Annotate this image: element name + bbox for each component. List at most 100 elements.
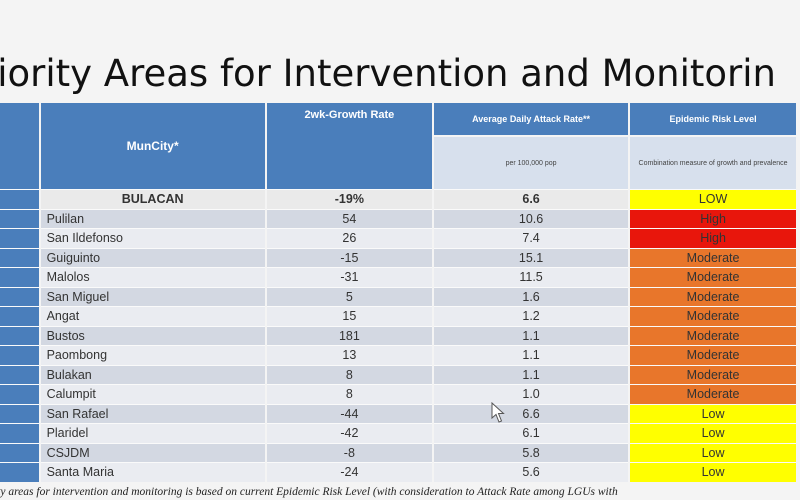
attack-rate-cell: 15.1 [434, 247, 629, 267]
risk-level-cell: Moderate [630, 364, 796, 384]
mouse-pointer-icon [491, 402, 505, 423]
row-band-cell [0, 442, 39, 462]
table-row: Plaridel -42 6.1 Low [0, 423, 796, 443]
growth-rate-cell: -31 [266, 267, 433, 287]
table-row: Angat 15 1.2 Moderate [0, 306, 796, 326]
attack-rate-cell: 10.6 [434, 208, 629, 228]
attack-rate-cell: 1.1 [434, 325, 629, 345]
attack-rate-cell: 1.1 [434, 345, 629, 365]
row-band-header [0, 103, 39, 189]
slide-title: riority Areas for Intervention and Monit… [0, 52, 776, 95]
province-total-row: BULACAN -19% 6.6 LOW [0, 189, 796, 209]
row-band-cell [0, 462, 39, 482]
risk-level-cell: High [630, 228, 796, 248]
table-row: Malolos -31 11.5 Moderate [0, 267, 796, 287]
muncity-cell: San Miguel [40, 286, 265, 306]
table-row: Guiguinto -15 15.1 Moderate [0, 247, 796, 267]
row-band-cell [0, 306, 39, 326]
growth-rate-cell: -24 [266, 462, 433, 482]
growth-rate-cell: 181 [266, 325, 433, 345]
table-row: San Ildefonso 26 7.4 High [0, 228, 796, 248]
priority-areas-table: MunCity* 2wk-Growth Rate Average Daily A… [0, 103, 798, 482]
row-band-cell [0, 208, 39, 228]
attack-rate-cell: 1.1 [434, 364, 629, 384]
risk-level-cell: Low [630, 462, 796, 482]
row-band-cell [0, 228, 39, 248]
growth-rate-cell: 54 [266, 208, 433, 228]
risk-level-cell: Low [630, 403, 796, 423]
risk-level-cell: Moderate [630, 384, 796, 404]
muncity-cell: Bulakan [40, 364, 265, 384]
risk-level-cell: High [630, 208, 796, 228]
attack-rate-cell: 5.8 [434, 442, 629, 462]
priority-table-container: MunCity* 2wk-Growth Rate Average Daily A… [0, 103, 800, 483]
muncity-cell: San Ildefonso [40, 228, 265, 248]
muncity-cell: San Rafael [40, 403, 265, 423]
growth-rate-cell: 26 [266, 228, 433, 248]
attack-rate-cell: 1.6 [434, 286, 629, 306]
risk-level-cell: Moderate [630, 247, 796, 267]
attack-rate-cell: 6.6 [434, 189, 629, 209]
risk-level-subheader: Combination measure of growth and preval… [630, 137, 796, 189]
risk-level-cell: Moderate [630, 306, 796, 326]
growth-rate-cell: -19% [266, 189, 433, 209]
row-band-cell [0, 345, 39, 365]
row-band-cell [0, 189, 39, 209]
attack-rate-cell: 6.1 [434, 423, 629, 443]
table-row: Calumpit 8 1.0 Moderate [0, 384, 796, 404]
table-row: Bustos 181 1.1 Moderate [0, 325, 796, 345]
row-band-cell [0, 286, 39, 306]
row-band-cell [0, 267, 39, 287]
attack-rate-cell: 5.6 [434, 462, 629, 482]
table-row: San Miguel 5 1.6 Moderate [0, 286, 796, 306]
table-row: Paombong 13 1.1 Moderate [0, 345, 796, 365]
row-band-cell [0, 325, 39, 345]
risk-level-cell: Moderate [630, 286, 796, 306]
row-band-cell [0, 364, 39, 384]
growth-rate-cell: -44 [266, 403, 433, 423]
muncity-cell: Malolos [40, 267, 265, 287]
attack-rate-header: Average Daily Attack Rate** [434, 103, 629, 138]
growth-rate-cell: -42 [266, 423, 433, 443]
growth-rate-cell: 8 [266, 384, 433, 404]
row-band-cell [0, 384, 39, 404]
table-row: Bulakan 8 1.1 Moderate [0, 364, 796, 384]
growth-rate-cell: 8 [266, 364, 433, 384]
muncity-cell: Guiguinto [40, 247, 265, 267]
risk-level-cell: Moderate [630, 345, 796, 365]
table-row: CSJDM -8 5.8 Low [0, 442, 796, 462]
attack-rate-cell: 11.5 [434, 267, 629, 287]
table-row: Pulilan 54 10.6 High [0, 208, 796, 228]
attack-rate-cell: 6.6 [434, 403, 629, 423]
growth-rate-cell: 15 [266, 306, 433, 326]
risk-level-cell: Moderate [630, 267, 796, 287]
muncity-cell: Bustos [40, 325, 265, 345]
muncity-cell: Santa Maria [40, 462, 265, 482]
row-band-cell [0, 423, 39, 443]
risk-level-cell: Moderate [630, 325, 796, 345]
muncity-cell: Paombong [40, 345, 265, 365]
growth-rate-cell: -8 [266, 442, 433, 462]
growth-rate-header: 2wk-Growth Rate [266, 103, 433, 189]
table-row: San Rafael -44 6.6 Low [0, 403, 796, 423]
row-band-cell [0, 247, 39, 267]
muncity-cell: BULACAN [40, 189, 265, 209]
muncity-cell: Pulilan [40, 208, 265, 228]
growth-rate-cell: -15 [266, 247, 433, 267]
muncity-cell: Calumpit [40, 384, 265, 404]
risk-level-cell: Low [630, 442, 796, 462]
attack-rate-cell: 1.2 [434, 306, 629, 326]
attack-rate-subheader: per 100,000 pop [434, 137, 629, 189]
muncity-cell: CSJDM [40, 442, 265, 462]
muncity-cell: Angat [40, 306, 265, 326]
growth-rate-cell: 5 [266, 286, 433, 306]
table-row: Santa Maria -24 5.6 Low [0, 462, 796, 482]
risk-level-header: Epidemic Risk Level [630, 103, 796, 138]
footnote: ity areas for intervention and monitorin… [0, 486, 618, 498]
risk-level-cell: LOW [630, 189, 796, 209]
muncity-cell: Plaridel [40, 423, 265, 443]
attack-rate-cell: 1.0 [434, 384, 629, 404]
row-band-cell [0, 403, 39, 423]
muncity-header: MunCity* [40, 103, 265, 189]
attack-rate-cell: 7.4 [434, 228, 629, 248]
